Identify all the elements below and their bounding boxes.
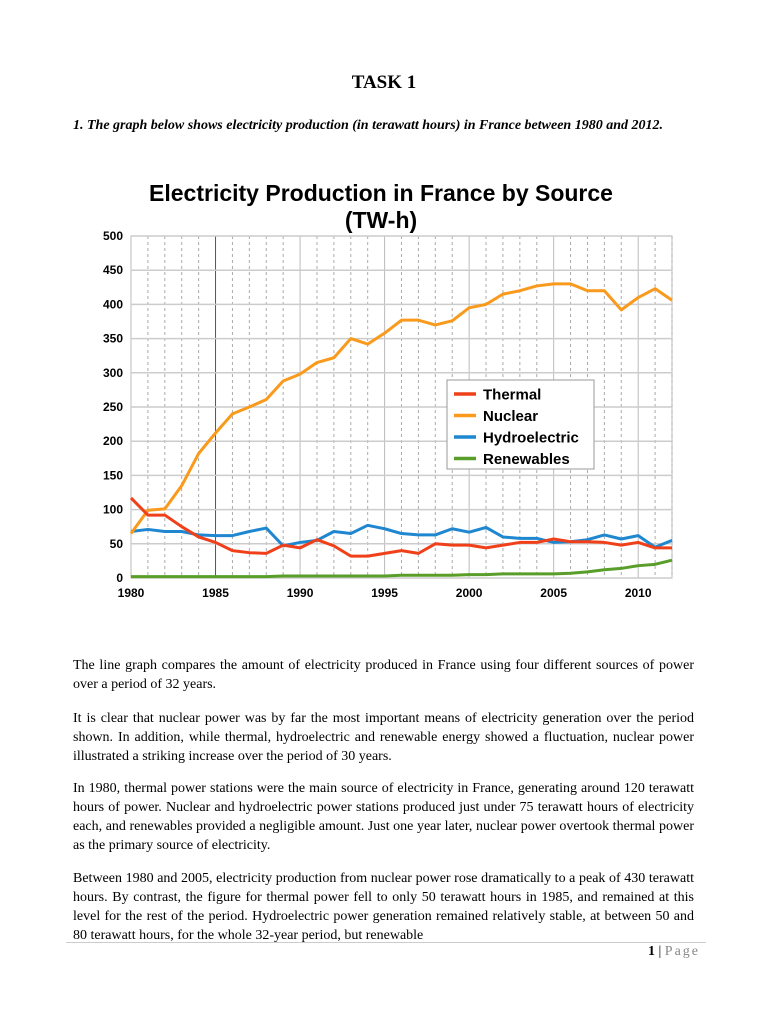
x-tick-label: 2005 bbox=[540, 586, 567, 600]
page-number: 1 bbox=[647, 944, 655, 959]
legend-label-hydroelectric: Hydroelectric bbox=[483, 430, 579, 447]
y-tick-label: 200 bbox=[103, 434, 123, 448]
paragraph-3: In 1980, thermal power stations were the… bbox=[73, 781, 694, 853]
legend-label-nuclear: Nuclear bbox=[483, 408, 538, 425]
y-tick-label: 350 bbox=[103, 332, 123, 346]
x-tick-label: 1980 bbox=[118, 586, 145, 600]
paragraph-4: Between 1980 and 2005, electricity produ… bbox=[73, 871, 694, 943]
series-line-nuclear bbox=[129, 282, 673, 535]
line-chart: Electricity Production in France by Sour… bbox=[103, 180, 673, 600]
y-tick-label: 500 bbox=[103, 229, 123, 243]
chart-legend: Thermal Nuclear Hydroelectric Renewables bbox=[446, 379, 595, 470]
y-tick-label: 250 bbox=[103, 400, 123, 414]
series-line-renewables bbox=[131, 558, 673, 579]
y-tick-label: 50 bbox=[110, 537, 124, 551]
paragraph-2: It is clear that nuclear power was by fa… bbox=[73, 711, 694, 764]
x-tick-label: 1990 bbox=[287, 586, 314, 600]
x-tick-label: 1995 bbox=[371, 586, 398, 600]
page-footer: 1 | Page bbox=[648, 944, 700, 960]
y-tick-label: 450 bbox=[103, 263, 123, 277]
y-tick-label: 300 bbox=[103, 366, 123, 380]
x-tick-label: 1985 bbox=[202, 586, 229, 600]
x-tick-label: 2000 bbox=[456, 586, 483, 600]
page-label: Page bbox=[664, 944, 700, 959]
question-text: 1. The graph below shows electricity pro… bbox=[73, 118, 663, 133]
chart-subtitle: (TW-h) bbox=[345, 207, 417, 233]
y-tick-label: 400 bbox=[103, 297, 123, 311]
legend-label-renewables: Renewables bbox=[483, 451, 570, 468]
chart-title: Electricity Production in France by Sour… bbox=[149, 180, 613, 206]
task-heading: TASK 1 bbox=[351, 72, 417, 93]
footer-divider bbox=[66, 942, 706, 943]
footer-separator: | bbox=[658, 944, 662, 959]
y-tick-label: 150 bbox=[103, 468, 123, 482]
y-tick-label: 0 bbox=[116, 571, 123, 585]
paragraph-1: The line graph compares the amount of el… bbox=[73, 658, 694, 692]
legend-label-thermal: Thermal bbox=[483, 387, 541, 404]
series-line-thermal bbox=[129, 496, 672, 558]
x-tick-label: 2010 bbox=[625, 586, 652, 600]
y-tick-label: 100 bbox=[103, 503, 123, 517]
